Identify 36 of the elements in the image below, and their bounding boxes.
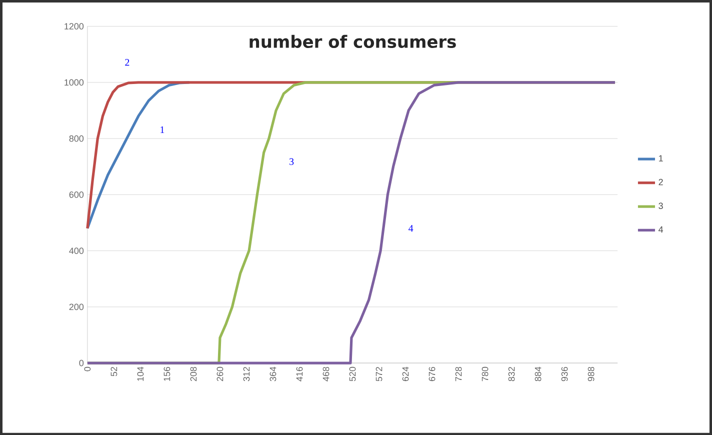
- x-tick-label: 156: [164, 366, 170, 381]
- x-tick-label: 0: [84, 366, 91, 371]
- legend-label: 4: [658, 226, 664, 232]
- x-tick-label: 832: [508, 366, 515, 381]
- x-tick-label: 52: [110, 366, 118, 376]
- y-tick-label: 0: [79, 360, 84, 366]
- x-tick-label: 208: [190, 366, 197, 381]
- x-tick-label: 676: [428, 366, 436, 381]
- x-tick-label: 364: [270, 366, 276, 381]
- x-tick-label: 988: [588, 366, 594, 381]
- annotation: 2: [125, 58, 130, 66]
- legend-label: 3: [658, 202, 663, 209]
- x-tick-label: 260: [216, 366, 224, 381]
- x-tick-label: 104: [137, 366, 144, 381]
- x-tick-label: 572: [376, 366, 382, 381]
- annotation: 3: [290, 158, 294, 165]
- y-tick-label: 400: [69, 247, 84, 254]
- y-tick-label: 1200: [64, 22, 84, 30]
- y-tick-label: 200: [69, 304, 84, 310]
- x-tick-label: 624: [402, 366, 409, 381]
- x-tick-label: 312: [243, 366, 250, 381]
- y-tick-label: 600: [69, 191, 84, 198]
- legend-label: 2: [658, 178, 663, 185]
- x-tick-label: 468: [322, 366, 330, 382]
- x-tick-label: 520: [349, 366, 356, 381]
- annotation: 1: [160, 126, 164, 133]
- x-tick-label: 936: [561, 366, 568, 381]
- x-tick-label: 728: [455, 366, 462, 381]
- chart-title: number of consumers: [250, 34, 456, 48]
- x-tick-label: 884: [534, 366, 542, 381]
- y-tick-label: 1000: [64, 79, 84, 86]
- annotation: 4: [408, 224, 414, 232]
- y-tick-label: 800: [69, 135, 84, 142]
- x-tick-label: 416: [296, 366, 303, 382]
- legend-label: 1: [659, 155, 663, 162]
- x-tick-label: 780: [482, 366, 488, 381]
